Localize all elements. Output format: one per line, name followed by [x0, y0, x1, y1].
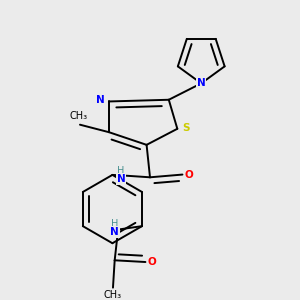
- Text: N: N: [96, 95, 105, 105]
- Text: CH₃: CH₃: [104, 290, 122, 300]
- Text: N: N: [117, 174, 125, 184]
- Text: N: N: [110, 227, 119, 237]
- Text: CH₃: CH₃: [69, 111, 87, 121]
- Text: N: N: [197, 78, 206, 88]
- Text: S: S: [182, 123, 190, 133]
- Text: H: H: [111, 219, 118, 229]
- Text: O: O: [185, 169, 194, 180]
- Text: H: H: [117, 166, 125, 176]
- Text: O: O: [148, 257, 157, 267]
